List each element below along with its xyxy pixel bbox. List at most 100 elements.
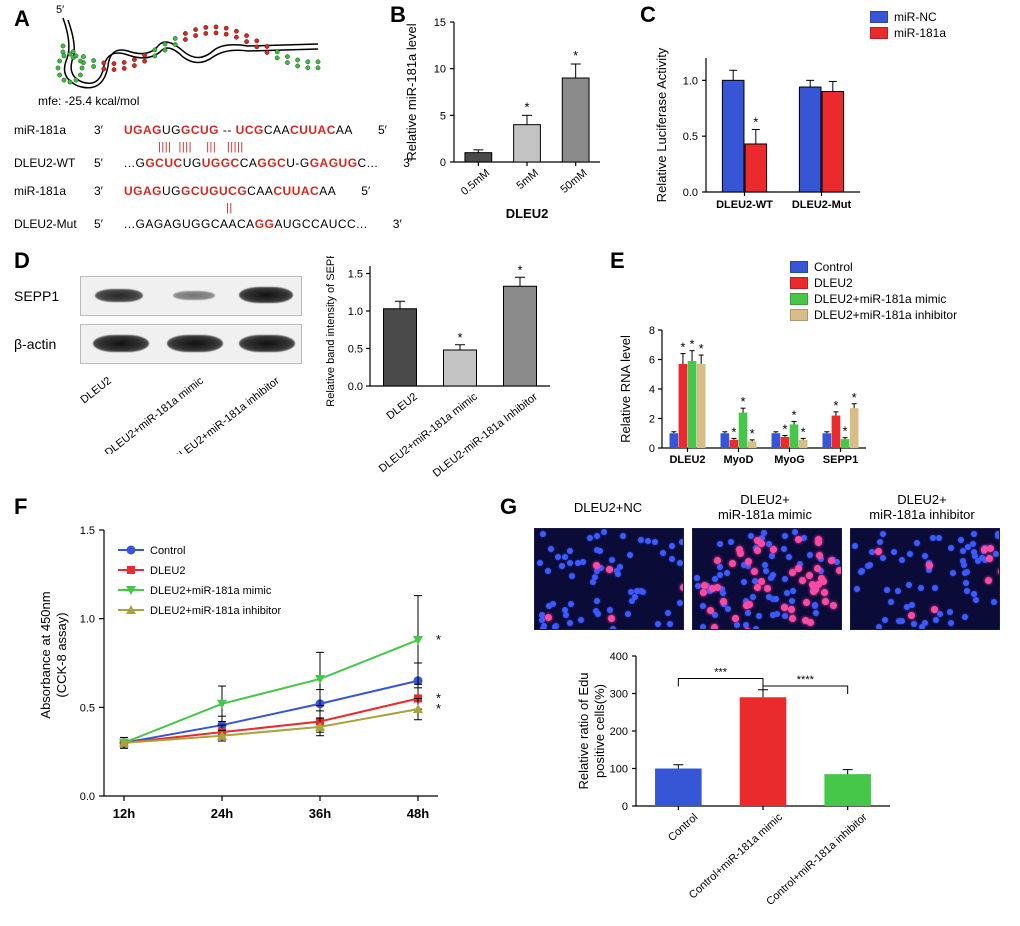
svg-text:DLEU2: DLEU2 bbox=[80, 375, 114, 406]
legend-e-1 bbox=[790, 277, 808, 289]
panel-label-d: D bbox=[14, 248, 30, 274]
svg-text:6: 6 bbox=[649, 355, 655, 367]
svg-text:4: 4 bbox=[649, 384, 655, 396]
svg-text:Absorbance at 450nm: Absorbance at 450nm bbox=[38, 591, 53, 718]
blot-sepp1 bbox=[80, 276, 302, 316]
end-3: 3′ bbox=[94, 122, 124, 139]
svg-text:****: **** bbox=[797, 674, 815, 686]
svg-text:*: * bbox=[699, 341, 704, 356]
svg-text:200: 200 bbox=[610, 726, 628, 738]
svg-text:*: * bbox=[690, 337, 695, 352]
mfe-label: mfe: -25.4 kcal/mol bbox=[38, 94, 139, 108]
svg-text:0.5: 0.5 bbox=[348, 344, 363, 356]
svg-text:0: 0 bbox=[622, 801, 628, 813]
legend-e-1-label: DLEU2 bbox=[814, 276, 853, 290]
rna-secondary-structure bbox=[48, 6, 338, 96]
svg-text:Relative ratio of Edu: Relative ratio of Edu bbox=[576, 672, 591, 789]
panel-label-a: A bbox=[14, 6, 30, 32]
svg-text:8: 8 bbox=[649, 325, 655, 337]
chart-g-quant: 0100200300400Relative ratio of Edupositi… bbox=[570, 636, 970, 926]
svg-text:36h: 36h bbox=[309, 806, 331, 821]
legend-swatch-181a bbox=[870, 27, 888, 39]
micrograph-mimic bbox=[692, 528, 842, 630]
svg-text:Relative Luciferase Activity: Relative Luciferase Activity bbox=[654, 47, 669, 202]
chart-d-quant: 0.00.51.01.5Relative band intensity of S… bbox=[320, 256, 570, 486]
chart-b-bar: 051015Relative miR-181a level0.5mM*5mM*5… bbox=[400, 12, 620, 242]
svg-text:DLEU2-WT: DLEU2-WT bbox=[716, 199, 773, 211]
seq-name-mir2: miR-181a bbox=[14, 183, 94, 200]
legend-swatch-nc bbox=[870, 11, 888, 23]
svg-text:100: 100 bbox=[610, 764, 628, 776]
chart-f-line: 0.00.51.01.5Absorbance at 450nm(CCK-8 as… bbox=[28, 506, 468, 846]
pairing-ticks-mut: || bbox=[14, 201, 412, 216]
seq-name-wt: DLEU2-WT bbox=[14, 155, 94, 172]
legend-c: miR-NC miR-181a bbox=[870, 10, 946, 42]
svg-text:*: * bbox=[680, 340, 685, 355]
end-3c: 3′ bbox=[94, 183, 124, 200]
end-5: 5′ bbox=[353, 122, 387, 139]
svg-text:5: 5 bbox=[440, 110, 446, 122]
panel-label-f: F bbox=[14, 494, 27, 520]
blot-row-actin: β-actin bbox=[14, 336, 56, 352]
svg-text:0.5mM: 0.5mM bbox=[459, 167, 492, 198]
legend-e-0 bbox=[790, 261, 808, 273]
legend-e-2-label: DLEU2+miR-181a mimic bbox=[814, 292, 946, 306]
svg-text:*: * bbox=[750, 426, 755, 441]
svg-text:Control+miR-181a mimic: Control+miR-181a mimic bbox=[687, 811, 786, 901]
g-header-2: DLEU2+ miR-181a inhibitor bbox=[852, 492, 992, 522]
svg-text:DLEU2: DLEU2 bbox=[150, 565, 185, 577]
panel-label-g: G bbox=[500, 494, 517, 520]
svg-text:*: * bbox=[801, 424, 806, 439]
legend-e-2 bbox=[790, 293, 808, 305]
svg-text:400: 400 bbox=[610, 651, 628, 663]
svg-text:0.5: 0.5 bbox=[80, 702, 95, 714]
pairing-ticks: |||| |||| ||| ||||| bbox=[14, 140, 412, 155]
svg-text:0.0: 0.0 bbox=[683, 187, 698, 199]
end-5c: 5′ bbox=[336, 183, 370, 200]
svg-text:12h: 12h bbox=[113, 806, 135, 821]
svg-text:DLEU2: DLEU2 bbox=[385, 391, 420, 422]
svg-text:DLEU2-Mut: DLEU2-Mut bbox=[792, 199, 852, 211]
svg-text:Relative band intensity of SEP: Relative band intensity of SEPP1 bbox=[325, 256, 337, 407]
svg-text:*: * bbox=[782, 421, 787, 436]
svg-text:1.5: 1.5 bbox=[80, 525, 95, 537]
svg-text:24h: 24h bbox=[211, 806, 233, 821]
sequence-alignment: miR-181a 3′ UGAGUGGCUG -- UCGCAACUUACAA … bbox=[14, 122, 412, 234]
legend-e-3 bbox=[790, 309, 808, 321]
svg-text:***: *** bbox=[714, 667, 728, 679]
svg-text:MyoD: MyoD bbox=[724, 454, 754, 466]
svg-text:DLEU2+miR-181a mimic: DLEU2+miR-181a mimic bbox=[377, 391, 480, 475]
svg-text:Control: Control bbox=[150, 545, 185, 557]
svg-text:0: 0 bbox=[440, 157, 446, 169]
legend-label-nc: miR-NC bbox=[894, 10, 937, 24]
svg-text:Relative miR-181a level: Relative miR-181a level bbox=[404, 23, 419, 160]
g-header-0: DLEU2+NC bbox=[538, 500, 678, 515]
svg-text:0.5: 0.5 bbox=[683, 131, 698, 143]
svg-text:10: 10 bbox=[434, 64, 446, 76]
wt-seq: ...GGCUCUGUGGCCAGGCU-GGAGUGC... bbox=[124, 155, 378, 172]
svg-text:*: * bbox=[731, 424, 736, 439]
legend-e-0-label: Control bbox=[814, 260, 853, 274]
chart-c-bar: 0.00.51.0Relative Luciferase Activity*DL… bbox=[650, 12, 940, 242]
svg-text:Relative RNA level: Relative RNA level bbox=[618, 335, 633, 443]
svg-text:0.0: 0.0 bbox=[348, 381, 363, 393]
svg-text:5mM: 5mM bbox=[514, 167, 540, 192]
svg-text:*: * bbox=[517, 262, 522, 277]
svg-text:1.5: 1.5 bbox=[348, 269, 363, 281]
svg-text:*: * bbox=[457, 330, 462, 345]
end-5d: 5′ bbox=[94, 216, 124, 233]
svg-text:*: * bbox=[792, 407, 797, 422]
svg-text:Control: Control bbox=[666, 811, 700, 844]
svg-text:MyoG: MyoG bbox=[774, 454, 805, 466]
svg-text:*: * bbox=[852, 390, 857, 405]
svg-text:15: 15 bbox=[434, 17, 446, 29]
blot-row-sepp1: SEPP1 bbox=[14, 288, 59, 304]
blot-lane-labels: DLEU2 DLEU2+miR-181a mimic DLEU2+miR-181… bbox=[80, 364, 320, 454]
micrograph-inhibitor bbox=[850, 528, 1000, 630]
svg-text:DLEU2+miR-181a inhibitor: DLEU2+miR-181a inhibitor bbox=[150, 605, 281, 617]
end-3d: 3′ bbox=[368, 216, 402, 233]
figure-page: A 5′ (function(){ const data = JSON.pars… bbox=[0, 0, 1020, 924]
svg-text:0.0: 0.0 bbox=[80, 791, 95, 803]
svg-text:DLEU2: DLEU2 bbox=[506, 206, 549, 221]
svg-text:*: * bbox=[741, 394, 746, 409]
